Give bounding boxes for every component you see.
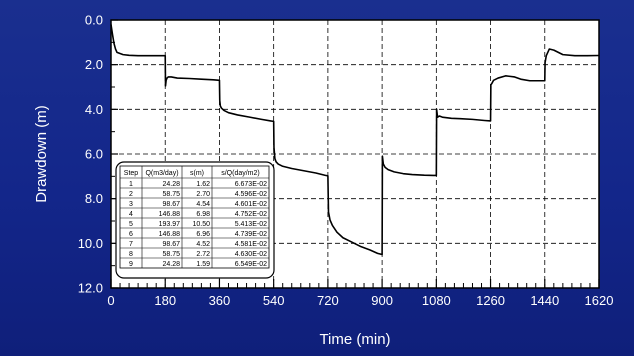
table-cell: 6.98 xyxy=(196,211,210,218)
table-cell: 4.596E-02 xyxy=(235,191,267,198)
y-tick-label: 12.0 xyxy=(78,281,103,296)
y-tick-label: 4.0 xyxy=(85,102,103,117)
table-cell: 6 xyxy=(129,231,133,238)
table-cell: 9 xyxy=(129,261,133,268)
table-header-cell: Q(m3/day) xyxy=(145,170,178,177)
y-tick-label: 8.0 xyxy=(85,191,103,206)
table-cell: 146.88 xyxy=(159,231,181,238)
table-cell: 6.673E-02 xyxy=(235,181,267,188)
table-header-cell: s(m) xyxy=(190,170,204,177)
table-cell: 58.75 xyxy=(162,251,180,258)
table-grid xyxy=(119,165,270,269)
table-header-cell: s/Q(day/m2) xyxy=(221,170,260,177)
table-cell: 2.72 xyxy=(196,251,210,258)
table-cell: 5 xyxy=(129,221,133,228)
table-cell: 6.96 xyxy=(196,231,210,238)
table-cell: 1.62 xyxy=(196,181,210,188)
table-cell: 4.54 xyxy=(196,201,210,208)
y-tick-label: 0.0 xyxy=(85,13,103,28)
table-cell: 24.28 xyxy=(162,181,180,188)
table-cell: 24.28 xyxy=(162,261,180,268)
table-cell: 4.52 xyxy=(196,241,210,248)
x-tick-label: 720 xyxy=(317,293,339,308)
table-cell: 4.739E-02 xyxy=(235,231,267,238)
x-tick-label: 180 xyxy=(154,293,176,308)
table-cell: 2.70 xyxy=(196,191,210,198)
table-cell: 146.88 xyxy=(159,211,181,218)
ticks xyxy=(110,19,600,289)
plot-border xyxy=(110,19,600,289)
table-cell: 3 xyxy=(129,201,133,208)
table-frame xyxy=(115,161,275,279)
x-tick-label: 360 xyxy=(209,293,231,308)
y-tick-label: 10.0 xyxy=(78,236,103,251)
table-cell: 8 xyxy=(129,251,133,258)
x-tick-label: 1080 xyxy=(422,293,451,308)
step-table: Step Q(m3/day) s(m) s/Q(day/m2) 1 24.28 1.62 6.… xyxy=(115,161,275,279)
table-cell: 10.50 xyxy=(192,221,210,228)
table-cell: 58.75 xyxy=(162,191,180,198)
table-cell: 1.59 xyxy=(196,261,210,268)
y-axis-title: Drawdown (m) xyxy=(33,105,50,203)
drawdown-series-line xyxy=(110,24,600,256)
x-tick-label: 900 xyxy=(371,293,393,308)
table-cell: 1 xyxy=(129,181,133,188)
table-cell: 6.549E-02 xyxy=(235,261,267,268)
table-cell: 5.413E-02 xyxy=(235,221,267,228)
table-cell: 7 xyxy=(129,241,133,248)
table-header-cell: Step xyxy=(124,170,139,177)
x-tick-label: 1620 xyxy=(585,293,614,308)
table-cell: 193.97 xyxy=(159,221,181,228)
x-tick-label: 0 xyxy=(107,293,114,308)
y-tick-label: 6.0 xyxy=(85,147,103,162)
tick-labels: 0 180 360 540 720 900 1080 1260 1440 1620 0.0 2.0 4.… xyxy=(78,13,614,309)
table-cell: 4.630E-02 xyxy=(235,251,267,258)
x-tick-label: 540 xyxy=(263,293,285,308)
table-cell: 2 xyxy=(129,191,133,198)
table-cell: 98.67 xyxy=(162,241,180,248)
table-cell: 98.67 xyxy=(162,201,180,208)
x-tick-label: 1440 xyxy=(530,293,559,308)
y-tick-label: 2.0 xyxy=(85,57,103,72)
table-cell: 4.601E-02 xyxy=(235,201,267,208)
x-tick-label: 1260 xyxy=(476,293,505,308)
x-axis-title: Time (min) xyxy=(319,331,390,348)
table-cell: 4 xyxy=(129,211,133,218)
table-cell: 4.581E-02 xyxy=(235,241,267,248)
table-cell: 4.752E-02 xyxy=(235,211,267,218)
